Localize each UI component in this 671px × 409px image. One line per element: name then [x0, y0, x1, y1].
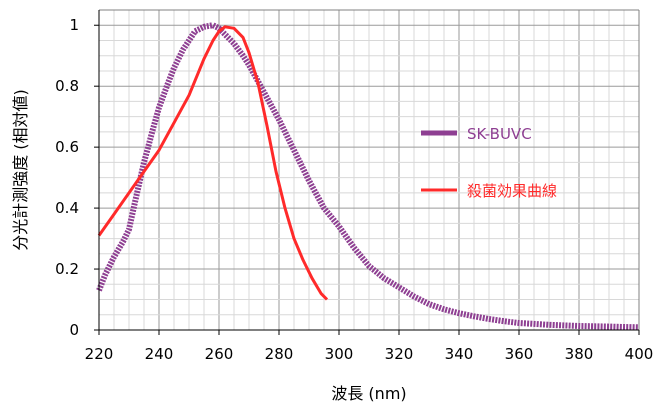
- x-tick-label: 280: [265, 345, 294, 363]
- x-tick-label: 300: [325, 345, 354, 363]
- x-tick-label: 220: [85, 345, 114, 363]
- x-tick-label: 320: [385, 345, 414, 363]
- x-tick-label: 240: [145, 345, 174, 363]
- y-tick-label: 0.8: [55, 77, 79, 95]
- x-tick-label: 360: [505, 345, 534, 363]
- y-tick-label: 0.2: [55, 260, 79, 278]
- y-tick-label: 0.4: [55, 199, 79, 217]
- y-tick-label: 1: [69, 16, 79, 34]
- x-tick-label: 380: [565, 345, 594, 363]
- series-line-germicidal-curve: [97, 25, 329, 301]
- legend-label: SK-BUVC: [467, 125, 532, 143]
- legend: SK-BUVC 殺菌効果曲線: [421, 125, 557, 200]
- series-layer: [96, 22, 640, 331]
- x-axis-label: 波長 (nm): [331, 384, 406, 403]
- axis-ticks: 220 240 260 280 300 320 340 360 380 400 0 0.2 0.4 0.6…: [55, 16, 653, 363]
- x-tick-label: 340: [445, 345, 474, 363]
- y-tick-label: 0: [69, 321, 79, 339]
- y-axis-label: 分光計測強度 (相対値): [11, 89, 30, 251]
- legend-label: 殺菌効果曲線: [467, 182, 557, 200]
- y-tick-label: 0.6: [55, 138, 79, 156]
- x-tick-label: 400: [625, 345, 654, 363]
- x-tick-label: 260: [205, 345, 234, 363]
- series-line-sk-buvc: [96, 22, 640, 331]
